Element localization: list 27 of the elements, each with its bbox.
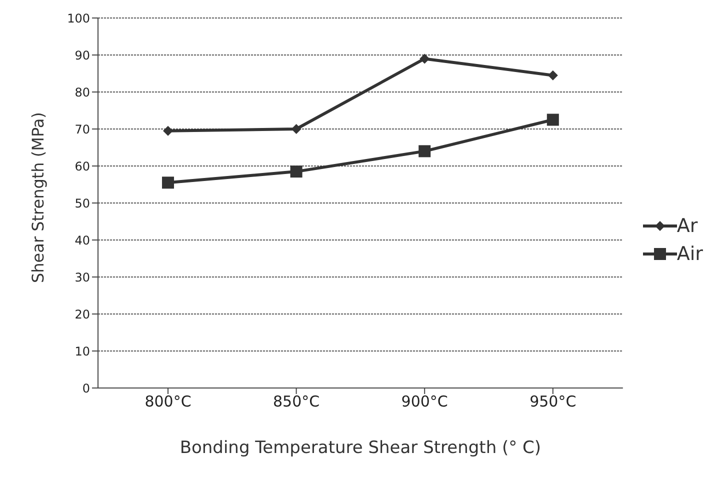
y-tick-label: 40 [74,233,90,248]
x-tick-label: 800°C [144,392,192,411]
y-tick-label: 30 [74,270,90,284]
point [546,114,559,126]
x-tick-label: 850°C [272,392,320,411]
y-tick-label: 80 [74,85,90,100]
y-tick-label: 90 [74,48,90,62]
x-axis-title: Bonding Temperature Shear Strength (° C) [180,438,542,458]
y-axis-title: Shear Strength (MPa) [28,112,48,283]
y-tick-label: 10 [74,344,90,358]
point [548,70,558,80]
point [418,145,431,158]
y-tick-label: 100 [67,11,90,26]
point [420,54,430,64]
point [162,176,174,189]
y-tick-label: 50 [74,196,90,210]
y-tick-label: 20 [74,307,90,322]
point [290,166,302,178]
legend-label: Air [676,243,703,265]
y-tick-label: 0 [82,381,90,396]
point [291,124,302,134]
x-tick-label: 900°C [401,392,448,411]
y-tick-label: 70 [74,122,90,136]
y-tick-label: 60 [74,159,90,174]
point [163,126,173,136]
legend-label: Ar [676,215,698,237]
x-tick-label: 950°C [530,392,576,411]
